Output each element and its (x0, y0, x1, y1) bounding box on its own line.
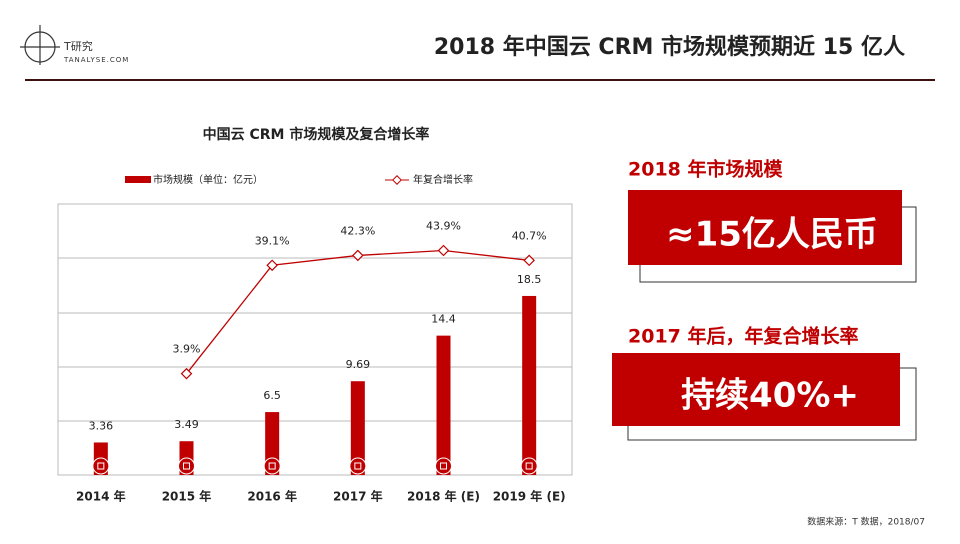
bar-icon-glyph (354, 462, 362, 470)
legend-label: 市场规模（单位：亿元） (153, 173, 263, 186)
bar-icon (435, 457, 452, 475)
x-tick-label: 2014 年 (76, 489, 126, 504)
data-label: 14.4 (431, 313, 456, 326)
bar (436, 335, 451, 475)
bar (522, 295, 537, 475)
legend-marker (392, 175, 402, 185)
line-marker (352, 249, 364, 262)
bar-icon-glyph (268, 462, 276, 470)
bar-icon (263, 457, 281, 475)
bar-icon (92, 457, 110, 475)
legend-swatch (125, 176, 151, 183)
data-label: 39.1% (255, 234, 290, 247)
x-tick-label: 2015 年 (162, 489, 212, 504)
data-label: 42.3% (340, 224, 375, 237)
bar (350, 381, 365, 475)
panel-heading: 2018 年市场规模 (628, 158, 783, 181)
bar-icon-glyph (97, 462, 105, 470)
data-label: 3.36 (89, 419, 114, 432)
data-label: 18.5 (517, 273, 542, 286)
logo-text: T研究 (63, 39, 93, 53)
legend-label: 年复合增长率 (413, 173, 473, 186)
box (612, 353, 900, 426)
logo (20, 25, 60, 65)
logo-sub: TANALYSE.COM (63, 56, 129, 64)
bar-icon (349, 457, 367, 475)
box-text: 持续40%+ (681, 376, 859, 416)
bar-icon (520, 457, 538, 475)
data-label: 6.5 (263, 389, 281, 402)
chart-title: 中国云 CRM 市场规模及复合增长率 (203, 126, 430, 143)
panel-heading: 2017 年后，年复合增长率 (628, 325, 859, 348)
data-label: 43.9% (426, 220, 461, 233)
data-label: 40.7% (512, 229, 547, 242)
line-marker (266, 259, 278, 272)
line-marker (523, 254, 535, 267)
bar-icon-glyph (525, 462, 533, 470)
x-tick-label: 2017 年 (333, 489, 383, 504)
data-label: 3.9% (173, 343, 201, 356)
line (185, 249, 530, 375)
data-label: 3.49 (174, 418, 199, 431)
page-title: 2018 年中国云 CRM 市场规模预期近 15 亿人 (434, 34, 905, 60)
plot-frame (57, 203, 573, 476)
plot-rules (58, 257, 572, 422)
bar-icon-glyph (440, 462, 447, 470)
x-tick-label: 2018 年 (E) (407, 489, 480, 504)
box-text: ≈15亿人民币 (666, 215, 878, 255)
bar-icon (178, 457, 195, 475)
source: 数据来源：T 数据，2018/07 (807, 516, 925, 528)
x-tick-label: 2019 年 (E) (493, 489, 566, 504)
x-tick-label: 2016 年 (247, 489, 297, 504)
line-marker (180, 367, 193, 380)
line-marker (437, 244, 450, 257)
bar-icon-glyph (183, 462, 190, 470)
box (628, 190, 902, 265)
data-label: 9.69 (346, 358, 371, 371)
